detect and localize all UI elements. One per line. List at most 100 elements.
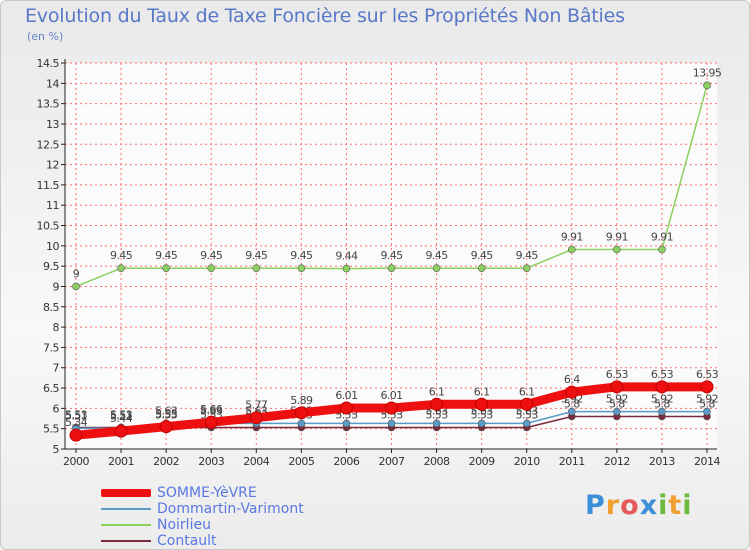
data-point-dommartin-varimont: [567, 407, 576, 416]
data-label-noirlieu: 9.45: [245, 249, 268, 262]
data-label-dommartin-varimont: 5.63: [155, 404, 178, 417]
data-label-dommartin-varimont: 5.63: [200, 404, 223, 417]
x-tick-label: 2007: [379, 455, 405, 468]
data-label-noirlieu: 9.45: [380, 249, 403, 262]
data-label-noirlieu: 9.45: [516, 249, 539, 262]
data-label-dommartin-varimont: 5.51: [65, 409, 87, 422]
x-tick-label: 2010: [514, 455, 540, 468]
data-label-contault: 5.53: [471, 408, 494, 421]
x-tick-label: 2003: [198, 455, 224, 468]
data-label-contault: 5.8: [654, 397, 670, 410]
x-tick-label: 2004: [243, 455, 269, 468]
data-label-noirlieu: 9.91: [651, 230, 673, 243]
chart-subtitle: (en %): [27, 30, 64, 43]
x-tick-label: 2008: [424, 455, 450, 468]
data-point-somme-y-vre: [294, 406, 308, 420]
data-label-dommartin-varimont: 5.51: [110, 409, 132, 422]
data-label-contault: 5.53: [110, 408, 133, 421]
data-label-noirlieu: 9.91: [561, 230, 583, 243]
data-point-dommartin-varimont: [613, 407, 621, 416]
data-point-noirlieu: [342, 264, 351, 273]
x-tick-label: 2000: [63, 455, 89, 468]
data-point-somme-y-vre: [520, 397, 534, 411]
y-tick-label: 10: [46, 240, 59, 253]
data-point-dommartin-varimont: [658, 407, 666, 416]
data-point-noirlieu: [703, 81, 711, 90]
data-label-contault: 5.53: [516, 408, 539, 421]
data-point-somme-y-vre: [249, 411, 263, 425]
data-point-noirlieu: [387, 264, 396, 272]
data-point-somme-y-vre: [430, 397, 444, 411]
data-point-noirlieu: [613, 245, 621, 254]
x-tick-label: 2011: [559, 455, 585, 468]
y-tick-label: 14: [46, 77, 59, 90]
x-tick-label: 2009: [469, 455, 495, 468]
y-tick-label: 12: [46, 159, 59, 172]
data-label-noirlieu: 9.45: [471, 249, 494, 262]
data-point-noirlieu: [477, 264, 486, 272]
data-label-somme-y-vre: 5.66: [200, 403, 223, 416]
data-point-somme-y-vre: [114, 424, 128, 438]
data-point-dommartin-varimont: [477, 419, 486, 428]
legend-swatch-contault: [101, 540, 151, 542]
data-point-noirlieu: [252, 264, 261, 272]
data-label-contault: 5.53: [155, 408, 178, 421]
data-label-noirlieu: 9.44: [335, 250, 358, 263]
data-label-somme-y-vre: 5.55: [155, 408, 178, 421]
y-tick-label: 8: [53, 321, 60, 334]
data-point-somme-y-vre: [475, 397, 489, 411]
chart-title: Evolution du Taux de Taxe Foncière sur l…: [25, 5, 625, 27]
data-point-noirlieu: [117, 264, 125, 272]
x-tick-label: 2012: [604, 455, 630, 468]
legend-label-dommartin-varimont: Dommartin-Varimont: [157, 501, 304, 517]
data-label-somme-y-vre: 6.53: [606, 368, 629, 381]
data-label-noirlieu: 9.91: [606, 230, 628, 243]
data-label-noirlieu: 9: [73, 267, 80, 280]
data-point-noirlieu: [162, 264, 170, 272]
data-label-somme-y-vre: 5.34: [65, 416, 88, 429]
legend-swatch-somme-yevre: [101, 489, 151, 497]
data-label-contault: 5.8: [609, 397, 625, 410]
data-label-noirlieu: 9.45: [110, 249, 133, 262]
x-tick-label: 2002: [153, 455, 179, 468]
x-tick-label: 2005: [288, 455, 314, 468]
y-tick-label: 13: [46, 118, 59, 131]
data-point-dommartin-varimont: [522, 419, 531, 428]
data-point-noirlieu: [207, 264, 216, 272]
y-tick-label: 12.5: [37, 138, 60, 151]
data-label-somme-y-vre: 6.1: [519, 385, 535, 398]
data-point-somme-y-vre: [610, 380, 624, 394]
data-label-noirlieu: 9.45: [290, 249, 313, 262]
data-label-somme-y-vre: 5.44: [110, 412, 133, 425]
x-tick-label: 2013: [649, 455, 675, 468]
data-point-somme-y-vre: [655, 380, 669, 394]
data-label-contault: 5.8: [564, 397, 580, 410]
proxiti-logo: Proxiti: [585, 490, 693, 521]
y-tick-label: 5.5: [43, 423, 59, 436]
data-label-somme-y-vre: 5.89: [290, 394, 313, 407]
x-tick-label: 2014: [694, 455, 720, 468]
data-point-dommartin-varimont: [342, 419, 351, 428]
legend-swatch-noirlieu: [101, 524, 151, 526]
data-point-dommartin-varimont: [432, 419, 441, 428]
data-label-noirlieu: 9.45: [155, 249, 178, 262]
data-label-somme-y-vre: 6.1: [429, 385, 445, 398]
y-tick-label: 9.5: [43, 260, 59, 273]
x-tick-label: 2006: [333, 455, 359, 468]
data-label-contault: 5.53: [426, 408, 449, 421]
y-tick-label: 11.5: [37, 179, 60, 192]
data-label-dommartin-varimont: 5.92: [696, 393, 718, 406]
data-label-contault: 5.53: [65, 408, 88, 421]
y-tick-label: 7: [53, 362, 60, 375]
data-point-noirlieu: [432, 264, 441, 272]
data-point-somme-y-vre: [69, 428, 83, 442]
data-point-somme-y-vre: [565, 385, 579, 399]
data-label-somme-y-vre: 6.53: [696, 368, 719, 381]
x-tick-label: 2001: [108, 455, 134, 468]
data-point-somme-y-vre: [339, 401, 353, 415]
data-label-noirlieu: 13.95: [693, 66, 722, 79]
y-tick-label: 9: [53, 280, 60, 293]
data-label-noirlieu: 9.45: [426, 249, 449, 262]
y-tick-label: 10.5: [37, 220, 60, 233]
